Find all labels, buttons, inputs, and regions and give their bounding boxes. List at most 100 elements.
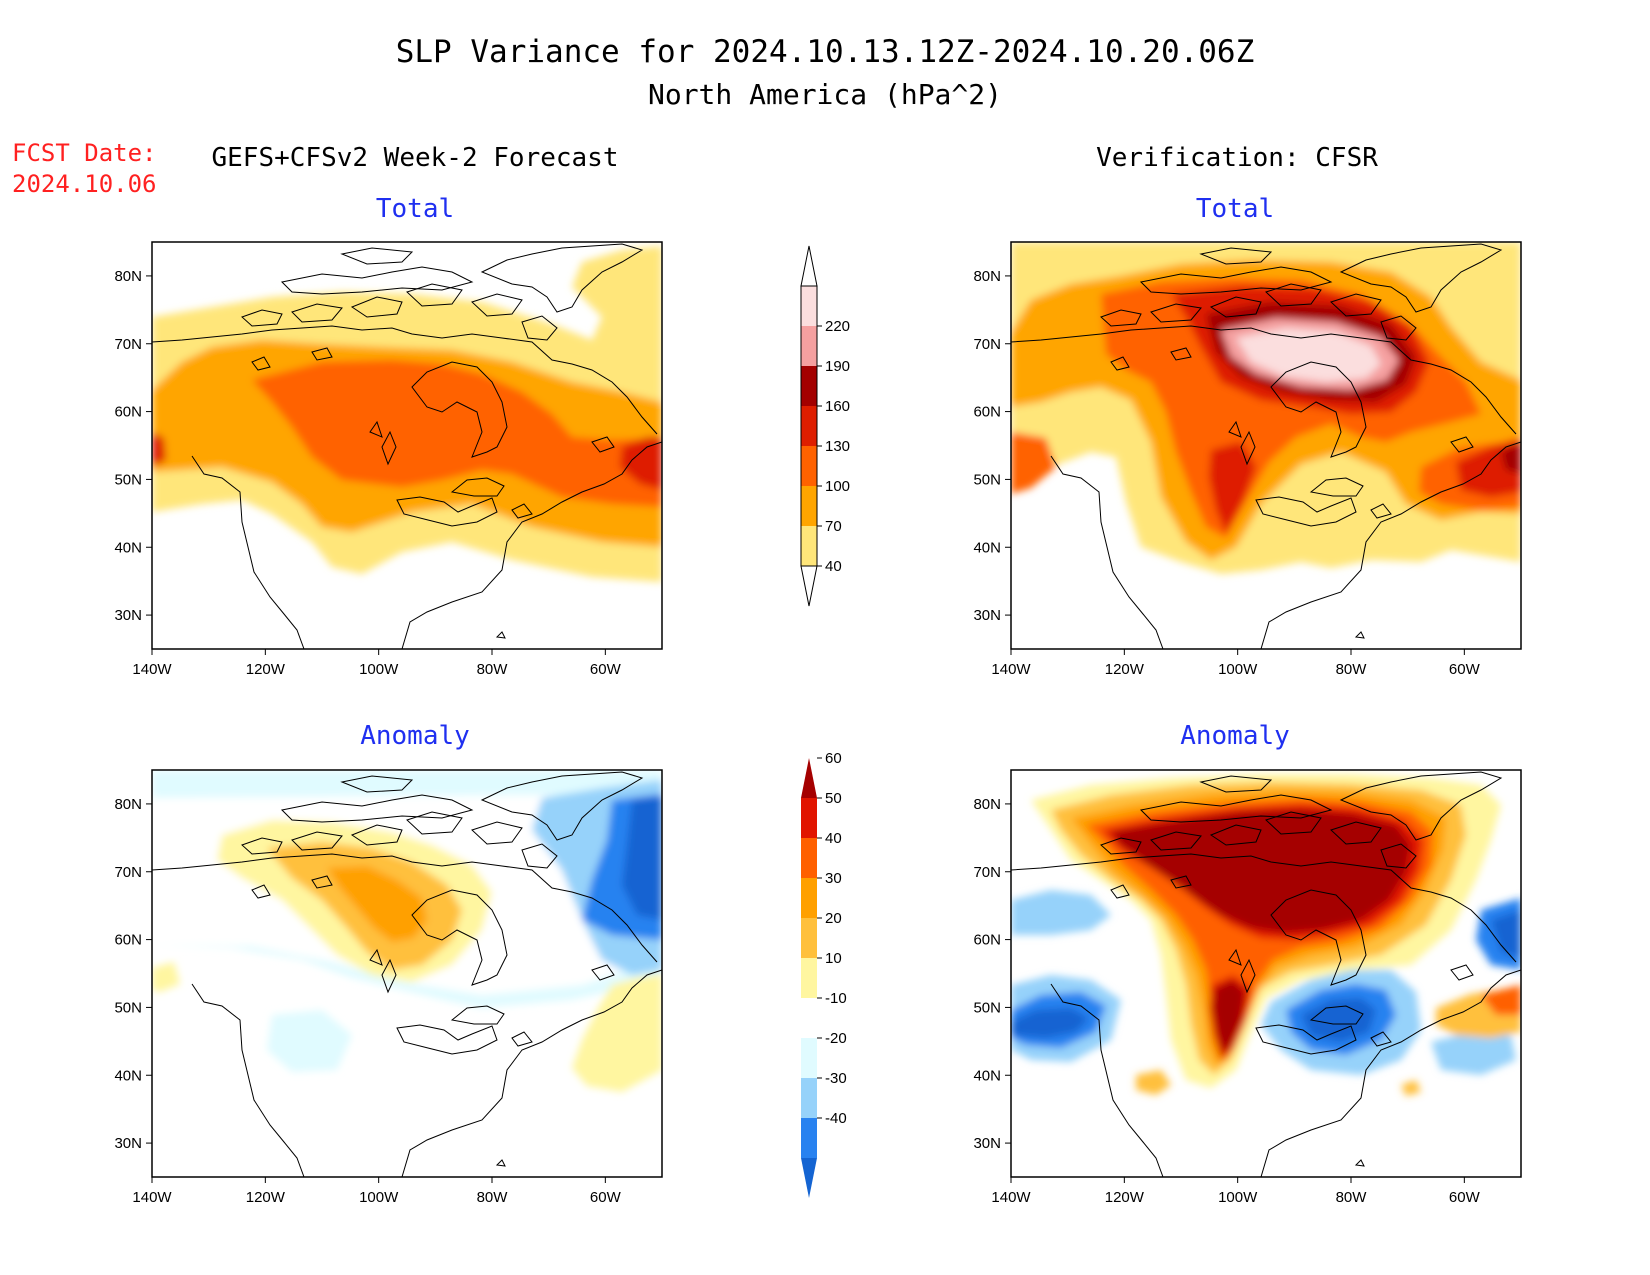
contour-region: [1011, 432, 1056, 494]
colorbar-label: 160: [825, 398, 850, 415]
lon-tick-label: 80W: [1336, 1189, 1368, 1206]
lat-tick-label: 40N: [114, 539, 142, 556]
lon-tick-label: 80W: [1336, 661, 1368, 678]
lat-tick-label: 60N: [114, 404, 142, 421]
figure-subtitle: North America (hPa^2): [648, 78, 1002, 111]
lon-tick-label: 140W: [132, 661, 172, 678]
colorbar-swatch: [801, 878, 817, 918]
colorbar-top-triangle: [801, 758, 817, 798]
colorbar-swatch: [801, 1078, 817, 1118]
contour-region: [1491, 910, 1521, 958]
lat-tick-label: 60N: [973, 404, 1001, 421]
colorbar-bottom-triangle: [800, 565, 818, 607]
lat-tick-label: 80N: [114, 268, 142, 285]
lat-tick-label: 30N: [114, 1135, 142, 1152]
panel-verif-anomaly: 80N 70N 60N 50N 40N 30N 140W 120W 100W 80W 60W: [973, 769, 1522, 1206]
lon-tick-label: 60W: [590, 661, 622, 678]
contour-fills: [152, 770, 662, 1092]
contour-region: [1011, 1008, 1089, 1038]
colorbar-swatch: [801, 918, 817, 958]
colorbar-label: -40: [825, 1110, 847, 1127]
verification-heading: Verification: CFSR: [1096, 143, 1378, 173]
lat-tick-label: 70N: [114, 336, 142, 353]
colorbar-label: -30: [825, 1070, 847, 1087]
colorbar-label: 40: [825, 830, 842, 847]
panel-fcst-anomaly: 80N 70N 60N 50N 40N 30N 140W 120W 100W 80W 60W: [114, 769, 663, 1206]
contour-region: [327, 866, 427, 942]
colorbar-label: 50: [825, 790, 842, 807]
lon-tick-label: 100W: [1218, 661, 1258, 678]
colorbar-label: -20: [825, 1030, 847, 1047]
lon-tick-label: 60W: [1449, 661, 1481, 678]
contour-fills: [1011, 242, 1521, 574]
colorbar-swatch: [801, 958, 817, 998]
lon-tick-label: 80W: [477, 1189, 509, 1206]
contour-region: [1301, 998, 1376, 1042]
lat-tick-label: 50N: [973, 471, 1001, 488]
colorbar-swatch: [801, 798, 817, 838]
lat-tick-label: 50N: [973, 999, 1001, 1016]
lat-tick-label: 70N: [973, 864, 1001, 881]
panel-verif-total: 80N 70N 60N 50N 40N 30N 140W 120W 100W 80W 60W: [973, 241, 1522, 678]
panel-title-verif-total: Total: [1196, 194, 1274, 224]
colorbar-swatch: [801, 1118, 817, 1158]
contour-region: [1136, 1070, 1171, 1095]
contour-fills: [1011, 774, 1521, 1096]
colorbar-bottom-triangle: [801, 1158, 817, 1198]
colorbar-label: 30: [825, 870, 842, 887]
colorbar-total: 40 70 100 130 160 190 220: [800, 245, 850, 607]
lat-tick-label: 30N: [973, 607, 1001, 624]
lon-tick-label: 80W: [477, 661, 509, 678]
colorbar-swatch: [801, 838, 817, 878]
colorbar-swatch: [801, 406, 817, 446]
lat-tick-label: 70N: [973, 336, 1001, 353]
lon-tick-label: 120W: [1105, 1189, 1145, 1206]
contour-region: [1111, 810, 1411, 933]
lat-tick-label: 30N: [973, 1135, 1001, 1152]
colorbar-label: 10: [825, 950, 842, 967]
contour-region: [1501, 442, 1521, 474]
contour-region: [1481, 985, 1521, 1015]
lon-tick-label: 140W: [132, 1189, 172, 1206]
panel-title-fcst-total: Total: [376, 194, 454, 224]
lat-tick-label: 80N: [973, 796, 1001, 813]
colorbar-label: 20: [825, 910, 842, 927]
colorbar-swatch: [801, 1038, 817, 1078]
panel-fcst-total: 80N 70N 60N 50N 40N 30N 140W 120W 100W 80W 60W: [114, 241, 663, 678]
map-frame: [151, 241, 663, 650]
map-fcst-total: [152, 242, 662, 649]
colorbar-swatch: [801, 998, 817, 1038]
lon-tick-label: 100W: [1218, 1189, 1258, 1206]
colorbar-swatch: [801, 326, 817, 366]
colorbar-top-triangle: [800, 245, 818, 287]
contour-region: [152, 962, 180, 992]
lat-tick-label: 40N: [114, 1067, 142, 1084]
map-verif-total: [1011, 242, 1521, 649]
lat-tick-label: 70N: [114, 864, 142, 881]
contour-region: [1213, 980, 1245, 1053]
contour-region: [1209, 442, 1256, 534]
fcst-date-value: 2024.10.06: [12, 170, 157, 198]
map-fcst-anomaly: [152, 770, 662, 1177]
colorbar-swatch: [801, 366, 817, 406]
lon-tick-label: 120W: [1105, 661, 1145, 678]
contour-region: [572, 974, 662, 1092]
colorbar-label: -10: [825, 990, 847, 1007]
contour-region: [1431, 1032, 1516, 1075]
contour-region: [1011, 890, 1111, 935]
contour-region: [1401, 1080, 1421, 1096]
contour-region: [1236, 328, 1381, 382]
lon-tick-label: 60W: [590, 1189, 622, 1206]
lon-tick-label: 120W: [246, 1189, 286, 1206]
lat-tick-label: 50N: [114, 471, 142, 488]
colorbar-swatch: [801, 526, 817, 566]
contour-region: [622, 796, 662, 920]
panel-title-fcst-anomaly: Anomaly: [360, 721, 470, 751]
colorbar-label: 70: [825, 518, 842, 535]
lat-tick-label: 50N: [114, 999, 142, 1016]
colorbar-frame: [800, 285, 818, 567]
colorbar-label: 130: [825, 438, 850, 455]
colorbar-label: 190: [825, 358, 850, 375]
colorbar-anomaly: -40 -30 -20 -10 10 20 30 40 50 60: [801, 750, 847, 1198]
colorbar-swatch: [801, 286, 817, 326]
